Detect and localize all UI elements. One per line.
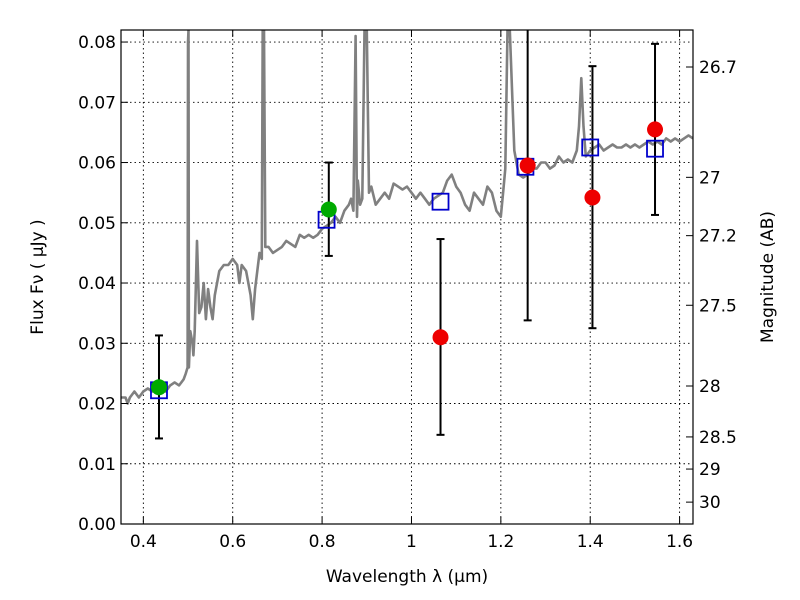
template-spectrum: [121, 30, 693, 405]
spectrum-line: [121, 30, 693, 405]
y-tick-label: 0.06: [78, 154, 116, 174]
observed-circle-marker: [150, 379, 167, 396]
grid-lines: [121, 30, 693, 524]
plot-frame: [120, 29, 694, 525]
y-tick-label: 0.04: [78, 274, 116, 294]
observed-circle-marker: [320, 201, 337, 218]
y2-tick-label: 28: [699, 377, 721, 397]
data-markers: [150, 121, 664, 400]
y2-tick-label: 30: [699, 493, 721, 513]
y2-tick-label: 27.5: [699, 296, 737, 316]
x-tick-label: 0.6: [219, 532, 246, 552]
x-tick-label: 0.4: [130, 532, 157, 552]
axis-ticks: 0.4 0.6 0.8 1 1.2 1.4 1.6 0.00 0.01 0.02 0.03 0.04 0…: [78, 30, 737, 552]
observed-circle-marker: [519, 157, 536, 174]
y2-axis-label: Magnitude (AB): [758, 211, 778, 343]
observed-circle-marker: [647, 121, 664, 138]
y2-tick-label: 29: [699, 460, 721, 480]
x-axis-label: Wavelength λ (μm): [326, 567, 488, 587]
x-tick-label: 1: [406, 532, 417, 552]
y2-tick-label: 27.2: [699, 227, 737, 247]
y2-tick-label: 27: [699, 168, 721, 188]
x-tick-label: 0.8: [309, 532, 336, 552]
x-tick-label: 1.6: [666, 532, 693, 552]
y-tick-label: 0.05: [78, 214, 116, 234]
y-tick-label: 0.07: [78, 93, 116, 113]
y-tick-label: 0.08: [78, 33, 116, 53]
y-axis-label: Flux Fν ( μJy ): [28, 219, 48, 334]
y2-tick-label: 26.7: [699, 58, 737, 78]
model-square-marker: [431, 192, 450, 211]
observed-circle-marker: [432, 329, 449, 346]
y2-tick-label: 28.5: [699, 428, 737, 448]
y-tick-label: 0.01: [78, 455, 116, 475]
model-square-marker: [646, 139, 664, 158]
x-tick-label: 1.2: [487, 532, 514, 552]
y-tick-label: 0.00: [78, 515, 116, 535]
model-square-marker: [581, 138, 600, 157]
error-bars: [154, 30, 660, 440]
observed-circle-marker: [584, 189, 601, 206]
y-tick-label: 0.03: [78, 334, 116, 354]
y-tick-label: 0.02: [78, 395, 116, 415]
x-tick-label: 1.4: [577, 532, 604, 552]
